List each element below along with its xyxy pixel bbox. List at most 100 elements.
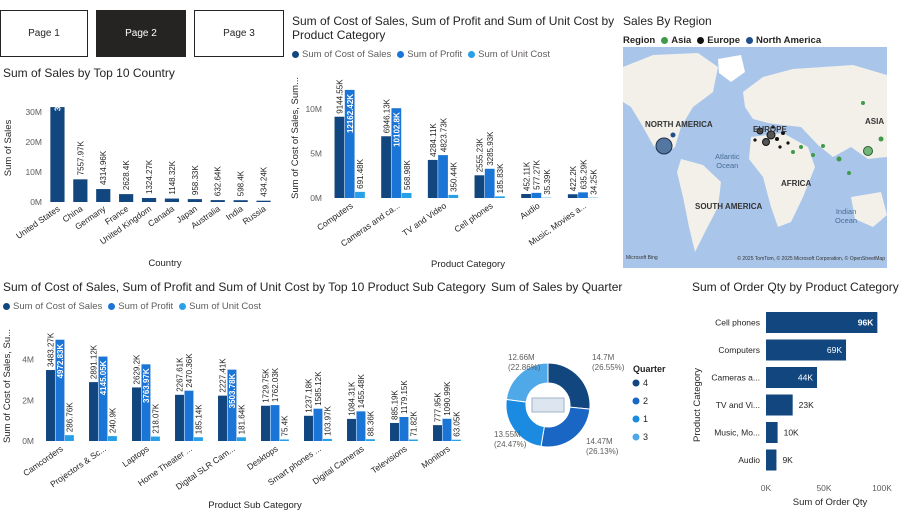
- bubble-france[interactable]: [762, 138, 770, 146]
- bar-sum-of-cost-of-sales[interactable]: [433, 425, 442, 441]
- bar-sum-of-unit-cost[interactable]: [401, 192, 412, 198]
- bubble-asia-small-3[interactable]: [811, 153, 815, 157]
- bar-sum-of-profit[interactable]: [55, 339, 65, 441]
- bar-australia[interactable]: [210, 200, 225, 202]
- bar-cameras-a-[interactable]: [766, 367, 818, 388]
- bar-united-states[interactable]: [50, 107, 65, 202]
- bar-china[interactable]: [73, 179, 88, 202]
- bar-sum-of-cost-of-sales[interactable]: [567, 194, 578, 198]
- bar-russia[interactable]: [256, 200, 271, 202]
- bar-sum-of-profit[interactable]: [184, 390, 194, 441]
- bar-sum-of-cost-of-sales[interactable]: [390, 422, 399, 441]
- bar-sum-of-cost-of-sales[interactable]: [427, 159, 438, 198]
- bubble-united-states[interactable]: [655, 137, 673, 155]
- bar-sum-of-cost-of-sales[interactable]: [474, 175, 485, 198]
- bubble-asia-small-6[interactable]: [791, 150, 795, 154]
- bar-japan[interactable]: [187, 199, 202, 202]
- data-label: 34.25K: [590, 169, 599, 195]
- bubble-canada[interactable]: [670, 132, 676, 138]
- bubble-asia-small-5[interactable]: [861, 101, 865, 105]
- bar-sum-of-profit[interactable]: [531, 192, 542, 198]
- bar-sum-of-unit-cost[interactable]: [150, 436, 160, 441]
- bubble-asia-small-2[interactable]: [799, 145, 803, 149]
- bar-sum-of-unit-cost[interactable]: [365, 439, 375, 441]
- bar-sum-of-unit-cost[interactable]: [279, 439, 289, 441]
- bar-sum-of-profit[interactable]: [578, 192, 588, 198]
- bar-sum-of-profit[interactable]: [344, 89, 355, 198]
- tab-page-3[interactable]: Page 3: [194, 10, 284, 57]
- bubble-europe-small-3[interactable]: [753, 138, 757, 142]
- bar-sum-of-unit-cost[interactable]: [495, 196, 505, 198]
- bar-sum-of-unit-cost[interactable]: [64, 435, 74, 441]
- bubble-china[interactable]: [863, 146, 873, 156]
- legend-unit-cost: Sum of Unit Cost: [478, 49, 550, 60]
- bar-sum-of-cost-of-sales[interactable]: [218, 395, 227, 441]
- bar-sum-of-unit-cost[interactable]: [193, 437, 203, 441]
- bar-sum-of-cost-of-sales[interactable]: [304, 415, 313, 441]
- bar-sum-of-unit-cost[interactable]: [236, 437, 246, 441]
- y-tick-label: Cell phones: [715, 318, 760, 328]
- bubble-europe-small-4[interactable]: [771, 125, 775, 129]
- bar-canada[interactable]: [164, 198, 180, 202]
- bar-sum-of-profit[interactable]: [391, 108, 402, 198]
- tab-page-2[interactable]: Page 2: [96, 10, 186, 57]
- bubble-europe-small-2[interactable]: [781, 131, 785, 135]
- bubble-india[interactable]: [836, 156, 842, 162]
- bar-sum-of-profit[interactable]: [442, 418, 452, 441]
- bar-sum-of-unit-cost[interactable]: [408, 439, 418, 441]
- bubble-united-kingdom[interactable]: [756, 127, 764, 135]
- bubble-asia-small-1[interactable]: [821, 144, 825, 148]
- bar-sum-of-cost-of-sales[interactable]: [261, 405, 270, 441]
- data-label: 44K: [798, 373, 813, 383]
- bar-sum-of-profit[interactable]: [227, 369, 237, 441]
- bar-france[interactable]: [119, 194, 134, 202]
- bar-united-kingdom[interactable]: [141, 198, 157, 202]
- bubble-japan[interactable]: [878, 136, 884, 142]
- bubble-europe-small-5[interactable]: [786, 141, 790, 145]
- data-label: 1455.48K: [357, 373, 366, 408]
- bar-sum-of-profit[interactable]: [399, 416, 409, 441]
- bar-sum-of-profit[interactable]: [356, 411, 366, 441]
- data-label: 1084.31K: [348, 381, 357, 416]
- data-label: 10102.8K: [393, 112, 402, 147]
- bar-sum-of-cost-of-sales[interactable]: [175, 394, 184, 441]
- bar-sum-of-profit[interactable]: [484, 168, 495, 198]
- bar-tv-and-vi-[interactable]: [766, 394, 793, 416]
- bar-cell-phones[interactable]: [766, 312, 878, 333]
- bar-sum-of-profit[interactable]: [438, 155, 448, 198]
- tab-page-1[interactable]: Page 1: [0, 10, 88, 57]
- bar-sum-of-cost-of-sales[interactable]: [89, 382, 98, 441]
- bar-sum-of-profit[interactable]: [141, 364, 151, 441]
- australia-land: [851, 192, 887, 227]
- slice-quarter-2[interactable]: [540, 406, 591, 448]
- bar-audio[interactable]: [766, 449, 777, 471]
- slice-quarter-3[interactable]: [505, 362, 549, 403]
- bubble-asia-small-4[interactable]: [847, 171, 851, 175]
- label-atlantic-ocean: Atlantic Ocean: [715, 152, 740, 170]
- bar-sum-of-profit[interactable]: [98, 356, 108, 441]
- bubble-europe-small-6[interactable]: [778, 145, 782, 149]
- bar-sum-of-cost-of-sales[interactable]: [521, 193, 531, 198]
- bar-sum-of-unit-cost[interactable]: [451, 439, 461, 441]
- bar-computers[interactable]: [766, 339, 847, 361]
- bar-india[interactable]: [233, 200, 248, 202]
- bar-sum-of-unit-cost[interactable]: [448, 194, 459, 198]
- data-label: 218.07K: [152, 403, 161, 433]
- bar-sum-of-cost-of-sales[interactable]: [381, 136, 391, 198]
- bar-sum-of-cost-of-sales[interactable]: [334, 116, 345, 198]
- bar-sum-of-profit[interactable]: [313, 408, 323, 441]
- bubble-europe-small-1[interactable]: [775, 137, 779, 141]
- bar-music-mo-[interactable]: [766, 422, 778, 443]
- bar-sum-of-cost-of-sales[interactable]: [347, 418, 356, 441]
- bar-sum-of-unit-cost[interactable]: [107, 436, 117, 441]
- bar-sum-of-cost-of-sales[interactable]: [46, 370, 55, 441]
- bar-sum-of-unit-cost[interactable]: [322, 438, 332, 441]
- bar-sum-of-cost-of-sales[interactable]: [132, 387, 141, 441]
- bar-sum-of-unit-cost[interactable]: [355, 191, 365, 198]
- chart4-title: Sum of Sales by Quarter: [491, 280, 623, 294]
- region-map[interactable]: NORTH AMERICA EUROPE ASIA AFRICA SOUTH A…: [623, 47, 887, 268]
- bubble-germany[interactable]: [766, 130, 776, 140]
- bar-germany[interactable]: [96, 189, 111, 202]
- bar-sum-of-profit[interactable]: [270, 405, 280, 441]
- map-attribution[interactable]: © 2025 TomTom, © 2025 Microsoft Corporat…: [737, 256, 885, 262]
